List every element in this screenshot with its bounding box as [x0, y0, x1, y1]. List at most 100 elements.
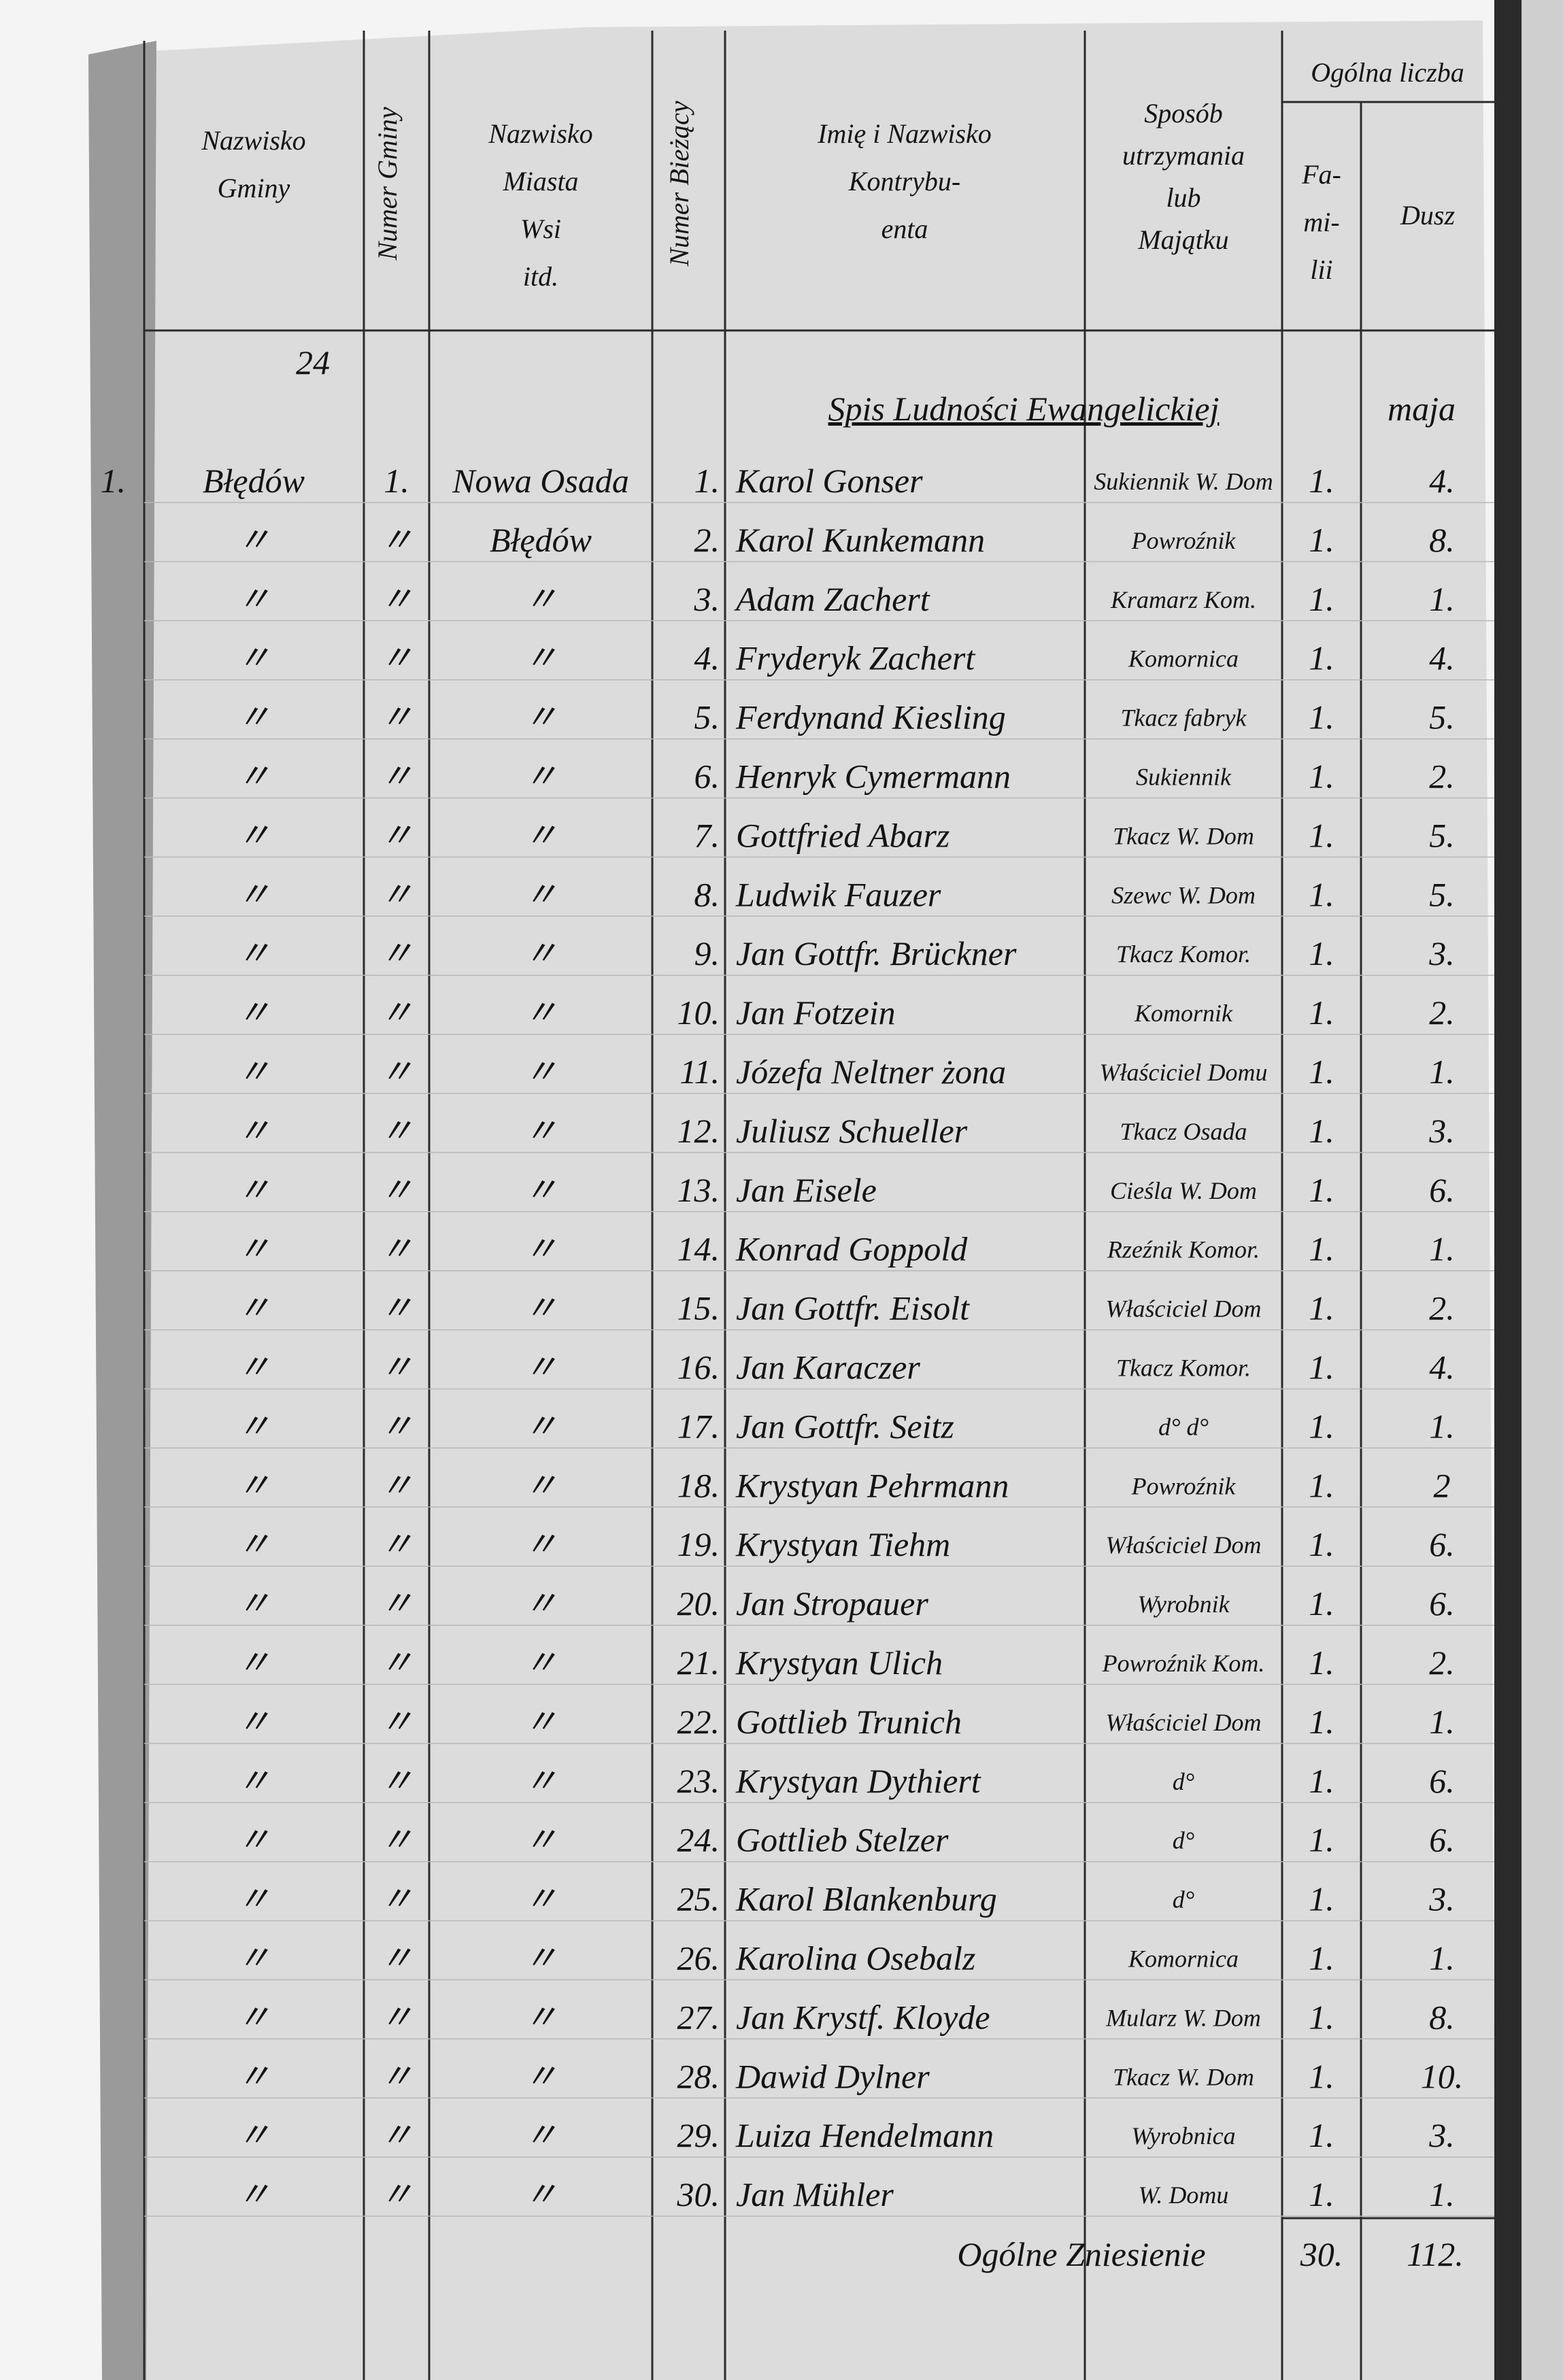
ditto-mark: 〃: [237, 1821, 271, 1859]
souls: 2.: [1429, 1289, 1455, 1327]
families: 1.: [1309, 993, 1334, 1032]
ditto-mark: 〃: [237, 816, 271, 854]
families: 1.: [1309, 758, 1334, 796]
ditto-mark: 〃: [524, 758, 558, 796]
ditto-mark: 〃: [524, 1171, 558, 1209]
souls: 3.: [1428, 2116, 1455, 2154]
name: Krystyan Pehrmann: [735, 1466, 1009, 1504]
name: Karolina Osebalz: [735, 1939, 975, 1977]
ditto-mark: 〃: [524, 1821, 558, 1859]
name: Karol Kunkemann: [735, 521, 985, 559]
row-number: 28.: [677, 2057, 720, 2095]
ditto-mark: 〃: [380, 2116, 414, 2154]
name: Fryderyk Zachert: [735, 639, 975, 677]
total-families: 30.: [1300, 2235, 1343, 2273]
row-number: 4.: [694, 639, 720, 677]
ditto-mark: 〃: [524, 1289, 558, 1327]
ditto-mark: 〃: [237, 1525, 271, 1563]
paper: [88, 20, 1496, 2380]
name: Adam Zachert: [734, 580, 930, 618]
souls: 2.: [1429, 993, 1455, 1032]
name: Jan Gottfr. Seitz: [736, 1407, 954, 1445]
table-rules: [143, 31, 1494, 2380]
families: 1.: [1309, 580, 1334, 618]
row-number: 21.: [677, 1644, 720, 1682]
ditto-mark: 〃: [380, 698, 414, 736]
header-label: lub: [1166, 182, 1200, 213]
occupation: Tkacz Osada: [1120, 1118, 1247, 1145]
row-number: 6.: [694, 758, 720, 796]
paper-edge: [88, 41, 156, 2380]
name: Krystyan Ulich: [735, 1644, 943, 1682]
occupation: Tkacz fabryk: [1121, 704, 1247, 732]
families: 1.: [1309, 1407, 1334, 1445]
ditto-mark: 〃: [524, 2116, 558, 2154]
souls: 8.: [1429, 521, 1455, 559]
occupation: Sukiennik W. Dom: [1094, 468, 1273, 495]
families: 1.: [1309, 1939, 1334, 1977]
ditto-mark: 〃: [237, 1466, 271, 1504]
families: 1.: [1309, 1644, 1334, 1682]
row-number: 27.: [677, 1998, 720, 2036]
name: Jan Stropauer: [736, 1584, 928, 1622]
row-number: 12.: [677, 1112, 720, 1150]
souls: 2: [1434, 1466, 1451, 1504]
name: Jan Krystf. Kloyde: [736, 1998, 990, 2036]
occupation: W. Domu: [1139, 2181, 1229, 2209]
occupation: Właściciel Dom: [1106, 1295, 1262, 1323]
header-label: Nazwisko: [201, 125, 305, 156]
souls: 1.: [1429, 580, 1455, 618]
families: 1.: [1309, 1762, 1334, 1800]
occupation: Wyrobnik: [1137, 1591, 1230, 1618]
ditto-mark: 〃: [237, 580, 271, 618]
families: 1.: [1309, 1584, 1334, 1622]
families: 1.: [1309, 816, 1334, 854]
ditto-mark: 〃: [237, 1998, 271, 2036]
families: 1.: [1309, 2116, 1334, 2154]
name: Henryk Cymermann: [735, 758, 1011, 796]
ditto-mark: 〃: [380, 2175, 414, 2213]
ditto-mark: 〃: [380, 1407, 414, 1445]
ditto-mark: 〃: [524, 2175, 558, 2213]
ditto-mark: 〃: [237, 2175, 271, 2213]
families: 1.: [1309, 1230, 1334, 1268]
name: Ludwik Fauzer: [735, 875, 941, 913]
ditto-mark: 〃: [380, 1644, 414, 1682]
ditto-mark: 〃: [380, 1939, 414, 1977]
ditto-mark: 〃: [237, 1171, 271, 1209]
souls: 1.: [1429, 1230, 1455, 1268]
ditto-mark: 〃: [524, 1230, 558, 1268]
row-number: 19.: [677, 1525, 720, 1563]
occupation: Tkacz W. Dom: [1113, 822, 1254, 849]
souls: 4.: [1429, 462, 1455, 500]
ditto-mark: 〃: [380, 521, 414, 559]
ditto-mark: 〃: [524, 580, 558, 618]
occupation: Tkacz W. Dom: [1113, 2063, 1254, 2090]
souls: 6.: [1429, 1584, 1455, 1622]
name: Jan Eisele: [736, 1171, 877, 1209]
ditto-mark: 〃: [237, 521, 271, 559]
families: 1.: [1309, 1880, 1334, 1918]
souls: 3.: [1428, 934, 1455, 972]
name: Józefa Neltner żona: [736, 1053, 1006, 1091]
total-souls: 112.: [1407, 2235, 1464, 2273]
row-number: 15.: [677, 1289, 720, 1327]
families: 1.: [1309, 521, 1334, 559]
souls: 6.: [1429, 1525, 1455, 1563]
ditto-mark: 〃: [237, 1939, 271, 1977]
occupation: Komornica: [1128, 1945, 1239, 1973]
place-name: Nowa Osada: [452, 462, 629, 500]
ditto-mark: 〃: [524, 639, 558, 677]
occupation: Właściciel Domu: [1100, 1059, 1268, 1086]
occupation: Właściciel Dom: [1106, 1531, 1262, 1559]
row-number: 11.: [679, 1053, 720, 1091]
souls: 1.: [1429, 1939, 1455, 1977]
row-number: 20.: [677, 1584, 720, 1622]
souls: 2.: [1429, 758, 1455, 796]
families: 1.: [1309, 698, 1334, 736]
name: Jan Gottfr. Brückner: [736, 934, 1017, 972]
header-label: Fa-: [1301, 159, 1341, 190]
ditto-mark: 〃: [380, 1466, 414, 1504]
header-label: Wsi: [520, 214, 561, 244]
ditto-mark: 〃: [237, 758, 271, 796]
